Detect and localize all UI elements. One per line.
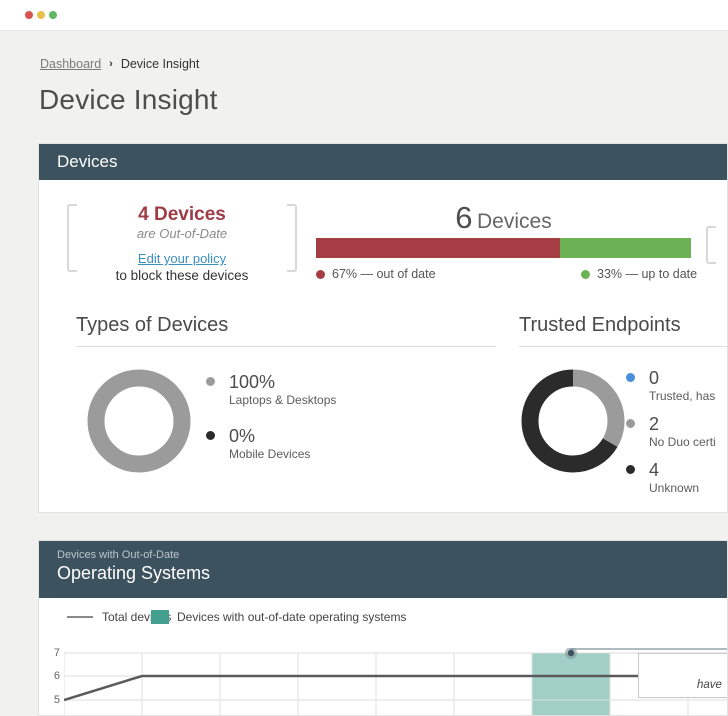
total-devices-headline: 6 Devices <box>316 200 691 236</box>
gray-dot-icon <box>206 377 215 386</box>
os-panel: Devices with Out-of-Date Operating Syste… <box>38 540 728 716</box>
teal-box-icon <box>151 610 169 624</box>
y-axis-tick-5: 5 <box>53 694 60 706</box>
y-axis-tick-7: 7 <box>53 647 60 659</box>
red-dot-icon <box>316 269 325 279</box>
breadcrumb: Dashboard › Device Insight <box>40 57 199 71</box>
close-window-icon[interactable] <box>25 11 33 19</box>
types-legend-item-laptops: 100% Laptops & Desktops <box>206 372 336 408</box>
types-legend-value: 100% <box>229 372 276 392</box>
chart-highlight-band[interactable] <box>532 653 610 716</box>
chart-tooltip-text: have <box>697 679 722 691</box>
window-controls <box>25 11 57 19</box>
os-line-chart[interactable] <box>64 648 728 716</box>
os-panel-title: Operating Systems <box>57 563 211 583</box>
page-title: Device Insight <box>39 84 218 115</box>
window-chrome <box>0 0 728 31</box>
out-of-date-count: 4 Devices <box>138 204 226 225</box>
types-of-devices-donut-chart[interactable] <box>84 366 194 476</box>
trusted-endpoints-donut-chart[interactable] <box>518 366 628 476</box>
data-point-icon[interactable] <box>567 649 575 657</box>
os-legend-out-of-date-label: Devices with out-of-date operating syste… <box>177 610 407 624</box>
minimize-window-icon[interactable] <box>37 11 45 19</box>
breadcrumb-dashboard-link[interactable]: Dashboard <box>40 57 102 71</box>
devices-panel-title: Devices <box>57 152 118 171</box>
types-legend-label: Laptops & Desktops <box>229 393 337 407</box>
donut-segment-laptops[interactable] <box>87 369 191 473</box>
breadcrumb-current: Device Insight <box>120 57 200 71</box>
edit-policy-caption: to block these devices <box>115 268 249 283</box>
trusted-legend-item-unknown: 4 Unknown <box>626 460 699 496</box>
os-panel-supertitle: Devices with Out-of-Date <box>57 549 180 561</box>
total-devices-line-series[interactable] <box>64 674 728 702</box>
bracket-left-icon <box>67 204 77 272</box>
trusted-legend-value: 2 <box>649 414 660 434</box>
bar-legend-up-to-date-label: 33% — up to date <box>597 267 698 281</box>
trusted-legend-label: Unknown <box>649 481 700 495</box>
trusted-legend-value: 0 <box>649 368 660 388</box>
zoom-window-icon[interactable] <box>49 11 57 19</box>
out-of-date-stat: 4 Devices are Out-of-Date Edit your poli… <box>77 204 287 284</box>
trusted-legend-label: Trusted, has <box>649 389 716 403</box>
line-series-icon <box>67 616 93 618</box>
bar-legend-up-to-date: 33% — up to date <box>581 267 697 281</box>
types-legend-item-mobile: 0% Mobile Devices <box>206 426 310 462</box>
out-of-date-subline: are Out-of-Date <box>136 226 228 241</box>
bracket-right-icon <box>287 204 297 272</box>
os-legend-out-of-date: Devices with out-of-date operating syste… <box>151 609 406 625</box>
os-panel-header: Devices with Out-of-Date Operating Syste… <box>39 541 727 598</box>
dark-dot-icon <box>206 431 215 440</box>
trusted-endpoints-heading: Trusted Endpoints <box>519 314 727 347</box>
devices-status-bar[interactable] <box>316 238 691 258</box>
trusted-legend-item-no-cert: 2 No Duo certi <box>626 414 716 450</box>
trusted-legend-value: 4 <box>649 460 660 480</box>
trusted-legend-item-trusted: 0 Trusted, has <box>626 368 715 404</box>
total-devices-count: 6 <box>455 200 473 235</box>
chevron-right-icon: › <box>109 58 113 70</box>
green-dot-icon <box>581 269 590 279</box>
total-devices-unit: Devices <box>477 210 552 233</box>
devices-panel-header: Devices <box>39 144 727 180</box>
gray-dot-icon <box>626 419 635 428</box>
donut-segment-unknown[interactable] <box>521 369 625 473</box>
bar-legend-out-of-date-label: 67% — out of date <box>332 267 436 281</box>
types-legend-label: Mobile Devices <box>229 447 311 461</box>
trusted-legend-label: No Duo certi <box>649 435 716 449</box>
dark-dot-icon <box>626 465 635 474</box>
edit-policy-link[interactable]: Edit your policy <box>137 251 227 266</box>
bar-segment-up-to-date[interactable] <box>559 238 691 258</box>
types-of-devices-heading: Types of Devices <box>76 314 496 347</box>
y-axis-tick-6: 6 <box>53 670 60 682</box>
types-legend-value: 0% <box>229 426 256 446</box>
bar-segment-out-of-date[interactable] <box>316 238 560 258</box>
next-stat-bracket-icon <box>706 226 716 264</box>
devices-panel: Devices 4 Devices are Out-of-Date Edit y… <box>38 143 728 513</box>
bar-legend-out-of-date: 67% — out of date <box>316 267 436 281</box>
blue-dot-icon <box>626 373 635 382</box>
chart-tooltip: have <box>638 653 727 698</box>
